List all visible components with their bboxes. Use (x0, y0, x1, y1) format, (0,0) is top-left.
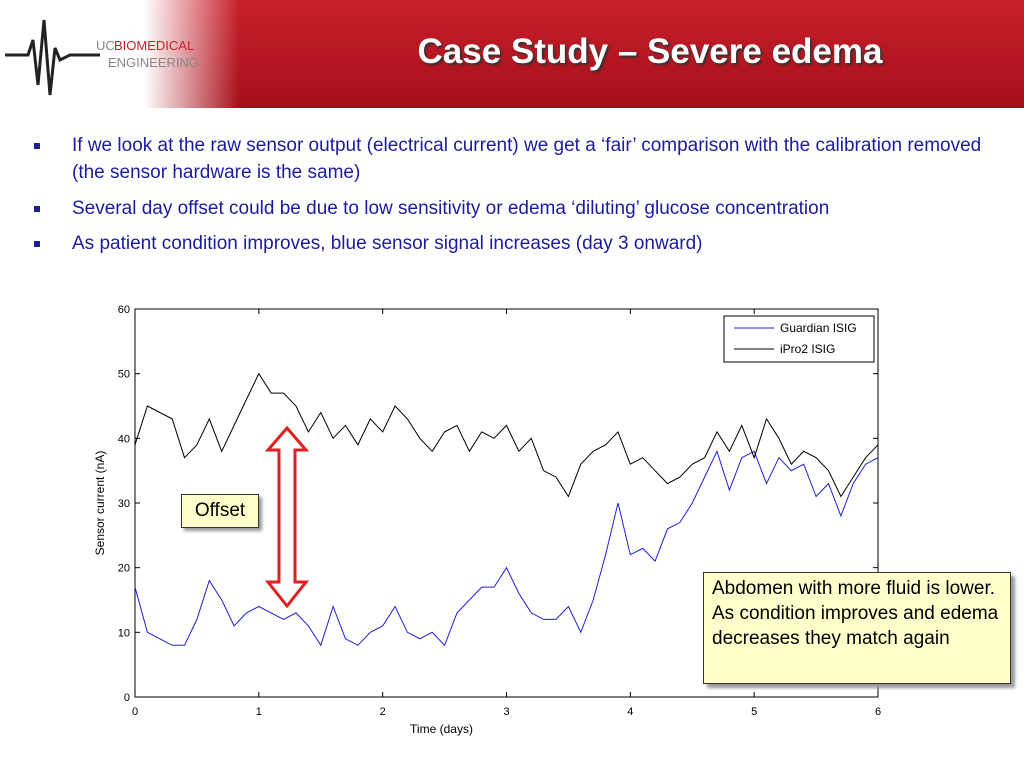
x-tick-label: 5 (751, 706, 757, 718)
x-tick-label: 0 (132, 706, 138, 718)
x-tick-label: 2 (380, 706, 386, 718)
double-arrow (264, 425, 310, 609)
bullet: If we look at the raw sensor output (ele… (34, 132, 992, 186)
x-axis-label: Time (days) (410, 722, 473, 736)
x-tick-label: 3 (503, 706, 509, 718)
legend-label: iPro2 ISIG (780, 342, 835, 356)
series-line (134, 449, 879, 647)
y-axis-label: Sensor current (nA) (93, 451, 107, 556)
offset-label: Offset (181, 494, 259, 528)
y-tick-label: 30 (118, 498, 130, 510)
x-tick-label: 1 (256, 706, 262, 718)
y-tick-label: 40 (118, 433, 130, 445)
bullet: Several day offset could be due to low s… (34, 195, 992, 222)
callout: Abdomen with more fluid is lower. As con… (703, 572, 1011, 684)
y-tick-label: 50 (118, 369, 130, 381)
logo-word: BIOMEDICAL (114, 38, 194, 53)
logo-pulse (5, 19, 100, 96)
y-tick-label: 0 (124, 692, 130, 704)
y-tick-label: 20 (118, 563, 130, 575)
bullet: As patient condition improves, blue sens… (34, 230, 992, 257)
offset-arrow (264, 425, 310, 609)
y-tick-label: 10 (118, 627, 130, 639)
slide-title: Case Study – Severe edema (417, 32, 883, 71)
legend-box (723, 315, 875, 363)
logo-word: ENGINEERING (108, 55, 199, 70)
legend-label: Guardian ISIG (780, 321, 857, 335)
logo-prefix: UC (96, 38, 115, 53)
logo: UC BIOMEDICAL ENGINEERING (5, 19, 199, 96)
x-tick-label: 4 (627, 706, 633, 718)
series-line (134, 372, 879, 498)
y-tick-label: 60 (118, 304, 130, 316)
x-tick-label: 6 (875, 706, 881, 718)
